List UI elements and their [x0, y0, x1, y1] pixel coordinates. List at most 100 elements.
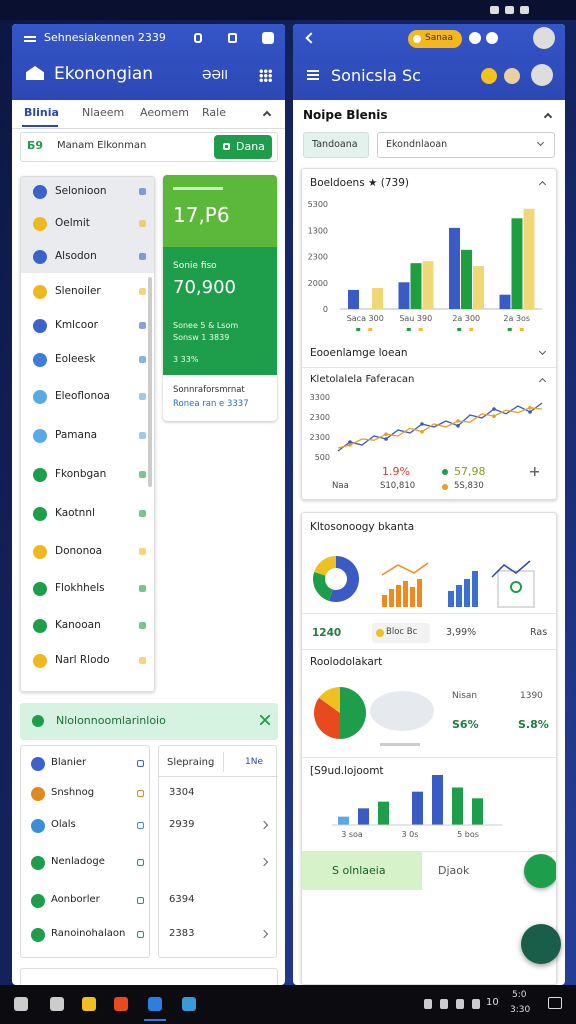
chevron[interactable] — [259, 929, 269, 939]
bar — [452, 787, 463, 825]
tab[interactable]: Rale — [202, 106, 226, 119]
line — [337, 407, 543, 449]
side-header: Slepraing — [167, 757, 215, 768]
pill[interactable]: Sanaa — [408, 30, 462, 48]
stat-bar — [173, 187, 223, 190]
bottom-card — [20, 968, 278, 985]
point — [420, 422, 424, 426]
side-action[interactable]: 1Ne — [245, 757, 263, 767]
avatar — [533, 27, 555, 49]
list-icon — [33, 582, 47, 596]
plus-icon[interactable] — [530, 467, 539, 476]
chevron[interactable] — [259, 857, 269, 867]
y-tick-label: 2300 — [310, 413, 330, 422]
select[interactable]: Ekondnlaoan — [377, 132, 555, 158]
list-icon — [33, 390, 47, 404]
bar — [449, 227, 460, 309]
list-item[interactable]: Narl Rlodo — [55, 654, 110, 666]
footer-link[interactable]: Ronea ran e 3337 — [173, 399, 249, 409]
tab[interactable]: Aeomem — [140, 106, 190, 119]
chevron — [262, 110, 272, 120]
taskbar-icon[interactable] — [114, 997, 128, 1011]
list-indicator — [137, 897, 144, 904]
list-item[interactable]: Ranoinohalaon — [51, 928, 126, 939]
taskbar-icon[interactable] — [82, 997, 96, 1011]
status-bar — [0, 0, 576, 20]
list-item[interactable]: Kmlcoor — [55, 319, 98, 331]
icon-frame — [497, 570, 535, 608]
list-item[interactable]: Eleoflonoa — [55, 390, 110, 402]
stat-main — [163, 247, 277, 375]
icon — [486, 32, 498, 44]
menu-icon[interactable] — [307, 70, 319, 72]
list-item[interactable]: Alsodon — [55, 250, 97, 262]
list-item[interactable]: Selonioon — [55, 185, 107, 197]
list-item[interactable]: Eoleesk — [55, 353, 96, 365]
list-indicator — [137, 931, 144, 938]
list-item[interactable]: Nenladoge — [51, 856, 105, 867]
bar — [472, 798, 483, 825]
list-item[interactable]: Oelmit — [55, 217, 90, 229]
bar — [410, 263, 422, 309]
list-item[interactable]: Aonborler — [51, 894, 100, 905]
pill-label: Sanaa — [425, 33, 453, 43]
list-icon — [33, 468, 47, 482]
section-title: [S9ud.lojoomt — [310, 765, 384, 777]
x-tick-label: 3 soa — [341, 830, 363, 839]
list-item[interactable]: Pamana — [55, 429, 98, 441]
chevron[interactable] — [543, 112, 553, 122]
fab[interactable] — [524, 854, 556, 888]
tab-active[interactable]: S olnlaeia — [302, 852, 422, 890]
point — [384, 432, 388, 437]
back-icon[interactable] — [305, 32, 317, 44]
list-item[interactable]: Snshnog — [51, 787, 95, 798]
icon-bar — [382, 595, 387, 607]
header-text: Sehnesiakennen 2339 — [44, 31, 166, 44]
taskbar-icon[interactable] — [14, 997, 28, 1011]
status-icon — [520, 6, 529, 14]
stat-label: 1390 — [520, 691, 543, 701]
tab[interactable]: Blinia — [24, 106, 59, 119]
list-item[interactable]: Kaotnnl — [55, 507, 95, 519]
notification-icon[interactable] — [548, 997, 562, 1009]
section-title: Roolodolakart — [310, 656, 383, 668]
legend-swatch — [368, 328, 373, 331]
chevron[interactable] — [259, 820, 269, 830]
tab-label[interactable]: Djaok — [438, 864, 470, 877]
select[interactable]: Tandoana — [303, 132, 369, 158]
left-panel: Sehnesiakennen 2339 Ekonongian ƏƏII Blinia N… — [12, 24, 285, 985]
point — [384, 437, 388, 441]
select-label: Bloc Bc — [386, 627, 418, 637]
stat-value: 70,900 — [173, 277, 236, 298]
fab[interactable] — [521, 924, 561, 964]
row-select[interactable]: Bloc Bc — [372, 623, 430, 643]
profile-icon[interactable] — [262, 32, 274, 44]
taskbar-icon[interactable] — [50, 997, 64, 1011]
bar — [372, 288, 383, 309]
list-item[interactable]: Kanooan — [55, 619, 101, 631]
close-icon[interactable] — [260, 715, 270, 725]
list-icon — [33, 619, 47, 633]
list-item[interactable]: Dononoa — [55, 545, 103, 557]
grid-icon[interactable] — [259, 69, 272, 82]
bar — [499, 294, 511, 309]
taskbar-icon[interactable] — [148, 997, 162, 1011]
bar — [348, 289, 359, 309]
taskbar-icon[interactable] — [182, 997, 196, 1011]
pill-icon — [413, 35, 421, 43]
list-icon — [31, 757, 45, 771]
search-tag: Ƃ9 — [27, 139, 44, 152]
list-icon — [33, 217, 47, 231]
button[interactable]: Dana — [214, 135, 272, 159]
tab[interactable]: Nlaeem — [82, 106, 125, 119]
list-item[interactable]: Slenoiler — [55, 285, 101, 297]
list-item[interactable]: Blanier — [51, 757, 87, 768]
list-icon — [31, 928, 45, 942]
search-text: Manam Elkonman — [57, 140, 147, 151]
list-item[interactable]: Olals — [51, 819, 76, 830]
list-indicator — [139, 585, 146, 592]
list-item[interactable]: Fkonbgan — [55, 468, 107, 480]
list-item[interactable]: Flokhhels — [55, 582, 105, 594]
list-indicator — [137, 859, 144, 866]
x-tick-label: 3 0s — [402, 830, 419, 839]
